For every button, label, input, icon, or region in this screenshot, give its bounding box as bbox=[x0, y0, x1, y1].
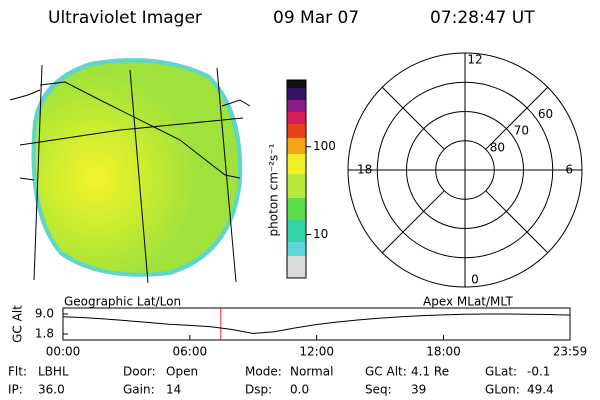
info-value: 4.1 Re bbox=[411, 365, 449, 379]
info-value: Open bbox=[166, 365, 198, 379]
info-value: 14 bbox=[166, 383, 181, 397]
lat-label: 70 bbox=[514, 124, 529, 138]
date: 09 Mar 07 bbox=[273, 8, 359, 28]
x-tick-label: 12:00 bbox=[299, 345, 334, 359]
info-value: LBHL bbox=[38, 365, 69, 379]
info-label: GC Alt: bbox=[365, 365, 407, 379]
info-label: Seq: bbox=[365, 383, 392, 397]
polar-axis bbox=[485, 86, 549, 150]
line-series bbox=[62, 313, 571, 334]
mlt-label: 0 bbox=[471, 273, 479, 287]
x-tick-label: 23:59 bbox=[553, 345, 588, 359]
info-label: Door: bbox=[123, 365, 156, 379]
info-value: 49.4 bbox=[527, 383, 554, 397]
polar-axis bbox=[485, 190, 549, 254]
info-value: -0.1 bbox=[527, 365, 550, 379]
info-value: Normal bbox=[290, 365, 333, 379]
title: Ultraviolet Imager bbox=[48, 8, 202, 28]
mlt-label: 18 bbox=[357, 163, 372, 177]
polar-axis bbox=[381, 190, 445, 254]
y-tick-label: 9.0 bbox=[35, 307, 54, 321]
info-label: GLat: bbox=[485, 365, 517, 379]
x-tick-label: 00:00 bbox=[46, 345, 81, 359]
lat-label: 60 bbox=[538, 107, 553, 121]
polar-axis bbox=[381, 86, 445, 150]
mlt-label: 6 bbox=[565, 163, 573, 177]
info-value: 39 bbox=[411, 383, 426, 397]
colorbar-tick-label: 10 bbox=[313, 227, 328, 241]
info-label: Flt: bbox=[8, 365, 27, 379]
uv-image bbox=[9, 58, 251, 284]
info-panel: Flt: LBHL IP: 36.0 Door: Open Gain: 14 Mode: Norm… bbox=[8, 365, 554, 397]
panel-title: Geographic Lat/Lon bbox=[64, 295, 181, 309]
line-chart: GC Alt 1.8 9.0 00:00 06:00 12:00 18:00 23:59 bbox=[11, 305, 588, 359]
x-tick-label: 18:00 bbox=[426, 345, 461, 359]
colorbar-tick-label: 100 bbox=[313, 139, 336, 153]
info-label: Gain: bbox=[123, 383, 155, 397]
colorbar: 10 100 bbox=[286, 79, 336, 279]
info-label: Mode: bbox=[245, 365, 282, 379]
y-tick-label: 1.8 bbox=[35, 327, 54, 341]
time: 07:28:47 UT bbox=[430, 8, 535, 28]
info-label: GLon: bbox=[485, 383, 520, 397]
info-value: 0.0 bbox=[290, 383, 309, 397]
panel-title: Apex MLat/MLT bbox=[423, 295, 513, 309]
colorbar-label: photon cm⁻²s⁻¹ bbox=[267, 143, 281, 236]
info-value: 36.0 bbox=[38, 383, 65, 397]
info-label: IP: bbox=[8, 383, 23, 397]
x-tick-label: 06:00 bbox=[173, 345, 208, 359]
lat-label: 80 bbox=[490, 140, 505, 154]
info-label: Dsp: bbox=[245, 383, 272, 397]
mlt-label: 12 bbox=[467, 53, 482, 67]
y-axis-label: GC Alt bbox=[11, 305, 25, 343]
